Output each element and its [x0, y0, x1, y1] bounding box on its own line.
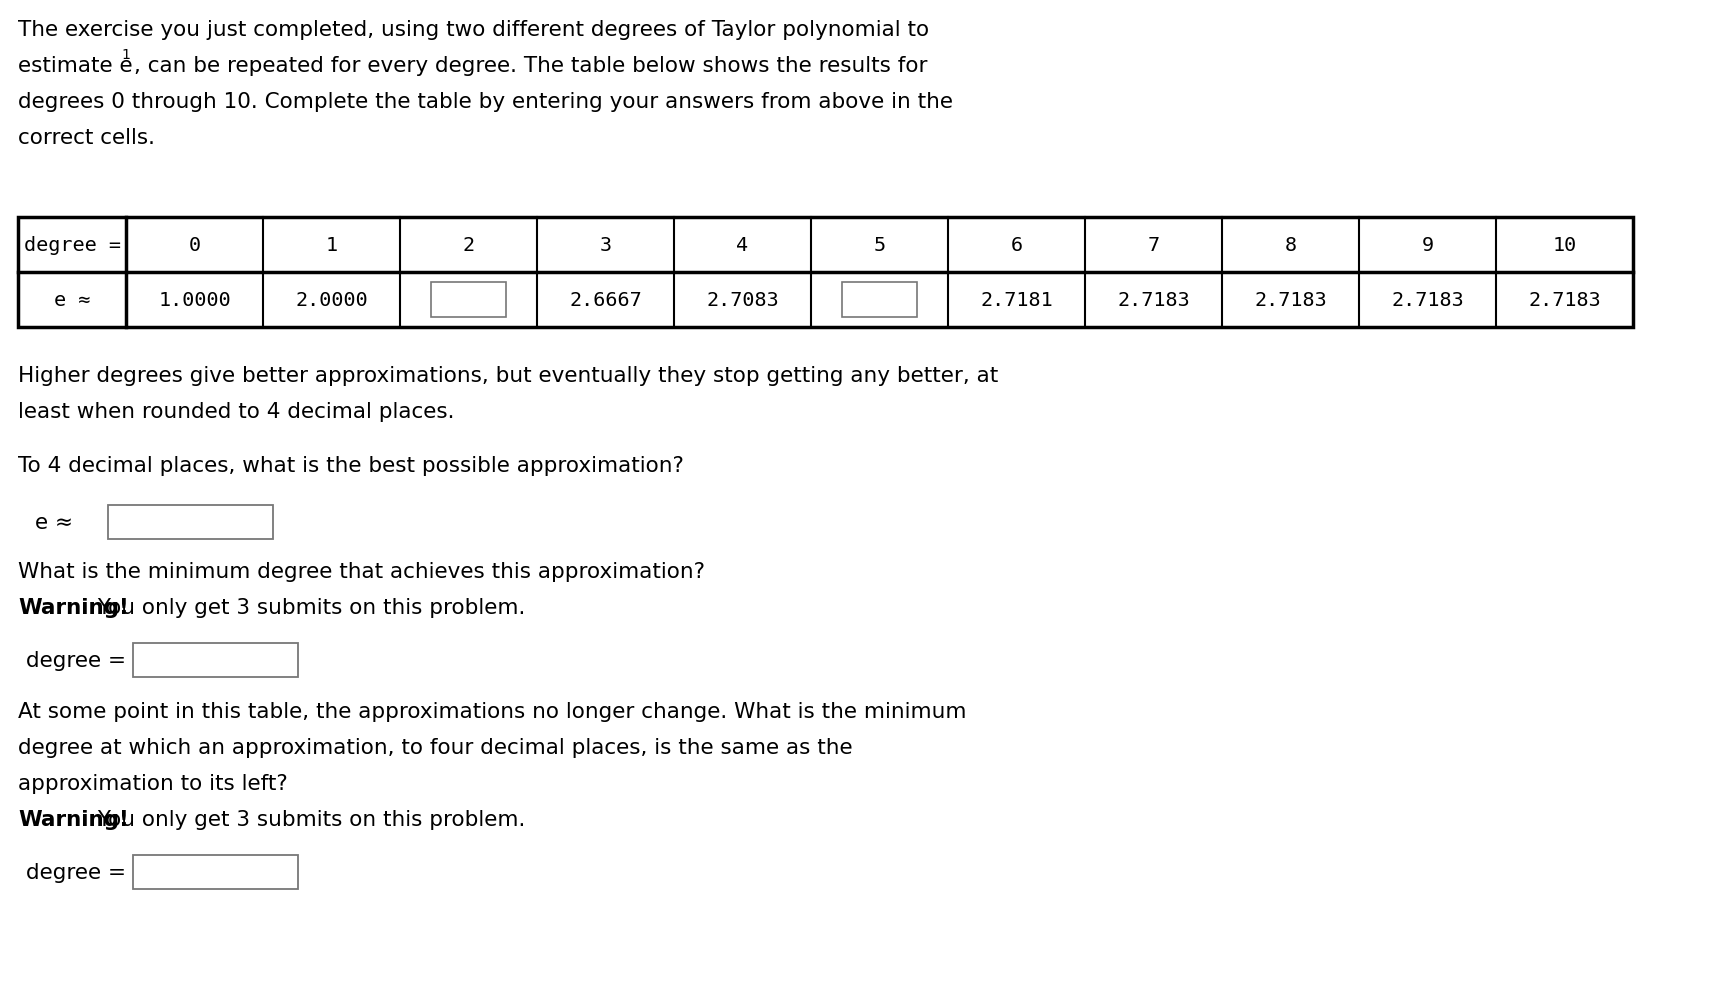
- Text: e ≈: e ≈: [54, 290, 90, 310]
- Bar: [431, 283, 507, 317]
- Text: 2.6667: 2.6667: [569, 290, 641, 310]
- Text: You only get 3 submits on this problem.: You only get 3 submits on this problem.: [92, 597, 526, 617]
- Bar: [107, 506, 273, 540]
- Text: 10: 10: [1553, 236, 1577, 254]
- Text: What is the minimum degree that achieves this approximation?: What is the minimum degree that achieves…: [17, 562, 705, 581]
- Bar: [17, 218, 1632, 328]
- Text: You only get 3 submits on this problem.: You only get 3 submits on this problem.: [92, 809, 526, 829]
- Text: correct cells.: correct cells.: [17, 128, 156, 148]
- Text: degree =: degree =: [26, 862, 126, 882]
- Text: Warning!: Warning!: [17, 809, 128, 829]
- Text: The exercise you just completed, using two different degrees of Taylor polynomia: The exercise you just completed, using t…: [17, 20, 928, 40]
- Text: 2.7083: 2.7083: [705, 290, 778, 310]
- Bar: [133, 643, 297, 677]
- Text: 9: 9: [1421, 236, 1433, 254]
- Text: 1: 1: [325, 236, 337, 254]
- Text: , can be repeated for every degree. The table below shows the results for: , can be repeated for every degree. The …: [135, 56, 927, 76]
- Text: 2.7183: 2.7183: [1117, 290, 1190, 310]
- Text: 2.7181: 2.7181: [980, 290, 1053, 310]
- Text: degrees 0 through 10. Complete the table by entering your answers from above in : degrees 0 through 10. Complete the table…: [17, 91, 953, 112]
- Text: e ≈: e ≈: [35, 513, 73, 533]
- Text: Higher degrees give better approximations, but eventually they stop getting any : Higher degrees give better approximation…: [17, 366, 998, 386]
- Text: 7: 7: [1148, 236, 1160, 254]
- Text: To 4 decimal places, what is the best possible approximation?: To 4 decimal places, what is the best po…: [17, 455, 685, 475]
- Text: 2.0000: 2.0000: [296, 290, 368, 310]
- Text: degree =: degree =: [24, 236, 121, 254]
- Text: 3: 3: [600, 236, 612, 254]
- Text: 1.0000: 1.0000: [157, 290, 232, 310]
- Bar: [133, 855, 297, 889]
- Text: 2.7183: 2.7183: [1254, 290, 1326, 310]
- Text: 2: 2: [462, 236, 474, 254]
- Text: least when rounded to 4 decimal places.: least when rounded to 4 decimal places.: [17, 402, 455, 421]
- Text: degree at which an approximation, to four decimal places, is the same as the: degree at which an approximation, to fou…: [17, 738, 852, 757]
- Text: 8: 8: [1285, 236, 1297, 254]
- Text: 2.7183: 2.7183: [1392, 290, 1464, 310]
- Text: At some point in this table, the approximations no longer change. What is the mi: At some point in this table, the approxi…: [17, 702, 967, 722]
- Text: 5: 5: [873, 236, 885, 254]
- Text: 2.7183: 2.7183: [1528, 290, 1601, 310]
- Text: approximation to its left?: approximation to its left?: [17, 773, 287, 793]
- Bar: [842, 283, 916, 317]
- Text: 0: 0: [188, 236, 201, 254]
- Text: degree =: degree =: [26, 650, 126, 670]
- Text: 6: 6: [1010, 236, 1022, 254]
- Text: 1: 1: [121, 48, 130, 62]
- Text: Warning!: Warning!: [17, 597, 128, 617]
- Text: 4: 4: [737, 236, 749, 254]
- Text: estimate e: estimate e: [17, 56, 133, 76]
